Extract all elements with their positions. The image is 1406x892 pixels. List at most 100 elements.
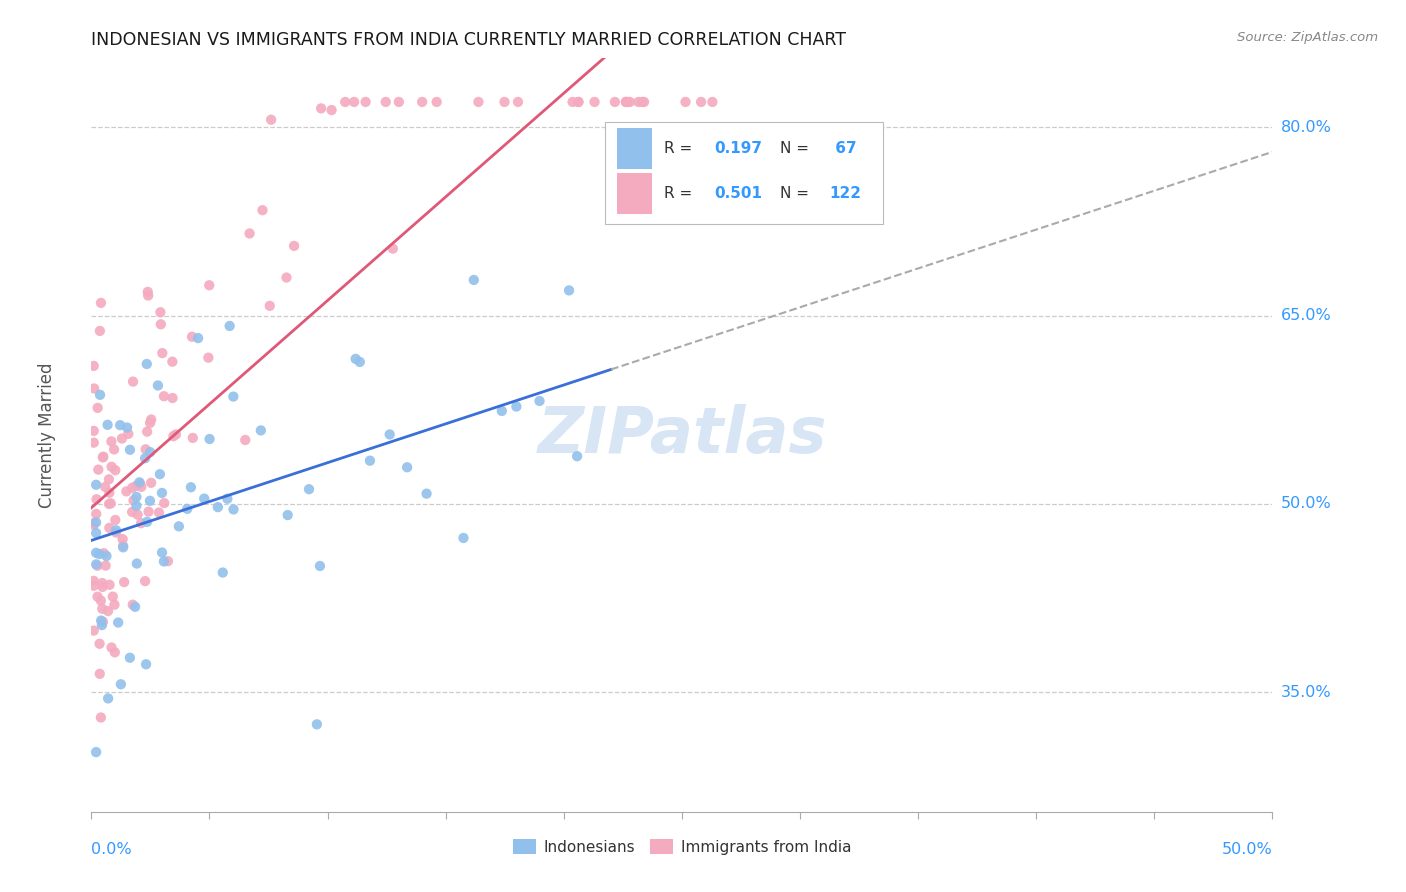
Legend: Indonesians, Immigrants from India: Indonesians, Immigrants from India [506,833,858,861]
Point [125,499,148,513]
Point [359,453,381,467]
Point [139,475,162,490]
Point [115,484,138,499]
Point [97,472,120,486]
Point [176,501,198,516]
Text: N =: N = [780,141,814,156]
Text: 0.197: 0.197 [714,141,762,156]
Point [91,450,114,465]
Point [136,288,159,302]
Point [567,95,589,109]
Point [98,578,121,592]
Point [153,389,176,403]
Point [105,523,128,537]
Point [156,554,179,568]
Point [162,354,184,368]
Point [111,532,134,546]
Point [111,432,134,446]
Point [110,677,132,691]
Point [93,450,115,464]
Point [128,475,150,490]
Point [84,477,107,491]
Point [411,95,433,109]
Text: R =: R = [664,186,697,202]
Point [122,375,145,389]
Point [121,481,143,495]
Point [100,496,122,510]
Point [276,270,298,285]
Point [283,239,305,253]
Point [112,575,135,590]
Point [149,467,172,482]
Text: 50.0%: 50.0% [1281,497,1331,511]
Point [217,491,239,506]
Point [136,425,159,439]
Point [89,388,111,402]
Point [149,318,172,332]
Point [84,516,107,530]
Point [100,640,122,655]
Point [83,435,105,450]
Point [136,515,159,529]
Point [84,546,107,560]
Point [118,650,141,665]
Point [89,666,111,681]
Point [388,95,411,109]
Point [222,502,245,516]
Point [426,95,449,109]
Point [94,558,117,573]
Point [344,351,367,366]
Point [381,242,404,256]
FancyBboxPatch shape [617,173,652,214]
Point [165,427,187,442]
Point [96,549,118,563]
Point [135,442,157,457]
Point [91,601,114,615]
Point [135,357,157,371]
Point [374,95,396,109]
Point [83,359,105,373]
Text: 0.501: 0.501 [714,186,762,202]
Text: 122: 122 [830,186,862,202]
Point [89,324,111,338]
Point [222,390,245,404]
Point [129,480,152,494]
Point [187,331,209,345]
Point [309,558,332,573]
Point [86,492,108,507]
Point [84,526,107,541]
Point [97,691,120,706]
Point [115,420,138,434]
Point [343,95,366,109]
Point [505,400,527,414]
Point [561,95,583,109]
Point [616,95,638,109]
Point [139,445,162,459]
Point [614,95,637,109]
Point [453,531,475,545]
Point [90,618,112,632]
Point [567,95,589,109]
Text: ZIPatlas: ZIPatlas [537,404,827,466]
Point [90,710,112,724]
Point [631,95,654,109]
Point [101,590,124,604]
Point [181,330,204,344]
Point [675,95,697,109]
Point [83,382,105,396]
Point [84,507,107,521]
Point [112,539,135,553]
Point [122,493,145,508]
Point [94,480,117,494]
Point [83,424,105,438]
Point [396,460,419,475]
Point [125,479,148,493]
Point [198,432,221,446]
Point [117,426,139,441]
Point [277,508,299,522]
Point [207,500,229,515]
Point [565,449,588,463]
Point [619,95,641,109]
Point [167,519,190,533]
Point [467,95,489,109]
